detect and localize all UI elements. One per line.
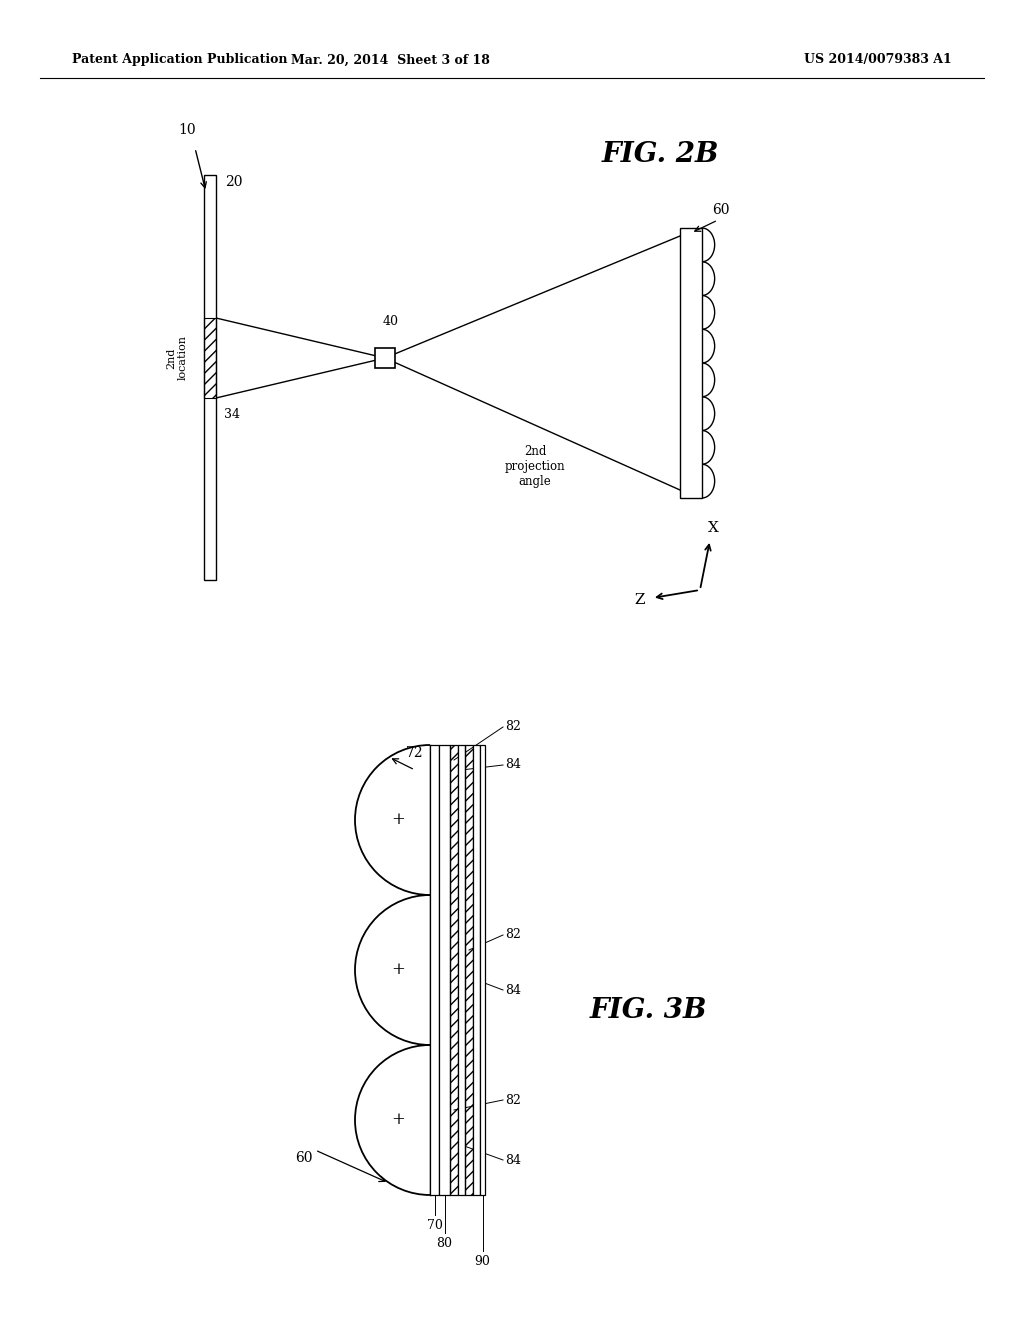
Text: 2nd
location: 2nd location bbox=[166, 335, 188, 380]
Bar bbox=[458, 744, 465, 1195]
Text: +: + bbox=[391, 961, 406, 978]
Text: +: + bbox=[391, 812, 406, 829]
Text: 80: 80 bbox=[436, 1237, 453, 1250]
Text: 20: 20 bbox=[225, 176, 243, 189]
Text: 72: 72 bbox=[406, 746, 424, 760]
Text: 82: 82 bbox=[505, 1093, 521, 1106]
Bar bbox=[680, 228, 702, 498]
Text: 34: 34 bbox=[224, 408, 240, 421]
Bar bbox=[439, 744, 450, 1195]
Text: Patent Application Publication: Patent Application Publication bbox=[72, 54, 288, 66]
Bar bbox=[375, 348, 395, 368]
Text: FIG. 3B: FIG. 3B bbox=[589, 997, 707, 1023]
Bar bbox=[465, 744, 473, 1195]
Text: 60: 60 bbox=[295, 1151, 312, 1166]
Bar bbox=[430, 744, 439, 1195]
Text: 40: 40 bbox=[383, 315, 399, 327]
Text: Z: Z bbox=[635, 593, 645, 607]
Bar bbox=[204, 318, 216, 399]
Bar bbox=[204, 176, 216, 579]
Text: 84: 84 bbox=[505, 983, 521, 997]
Text: 60: 60 bbox=[712, 203, 729, 216]
Text: Mar. 20, 2014  Sheet 3 of 18: Mar. 20, 2014 Sheet 3 of 18 bbox=[291, 54, 489, 66]
Text: X: X bbox=[708, 521, 719, 535]
Text: +: + bbox=[391, 1111, 406, 1129]
Text: 84: 84 bbox=[505, 1154, 521, 1167]
Text: 10: 10 bbox=[178, 123, 196, 137]
Bar bbox=[450, 744, 458, 1195]
Text: FIG. 2B: FIG. 2B bbox=[601, 141, 719, 169]
Text: 82: 82 bbox=[505, 928, 521, 941]
Bar bbox=[473, 744, 480, 1195]
Text: US 2014/0079383 A1: US 2014/0079383 A1 bbox=[804, 54, 952, 66]
Text: 84: 84 bbox=[505, 759, 521, 771]
Text: 82: 82 bbox=[505, 721, 521, 734]
Text: 70: 70 bbox=[427, 1218, 442, 1232]
Text: 2nd
projection
angle: 2nd projection angle bbox=[505, 445, 565, 488]
Bar bbox=[480, 744, 485, 1195]
Text: 90: 90 bbox=[474, 1255, 490, 1269]
